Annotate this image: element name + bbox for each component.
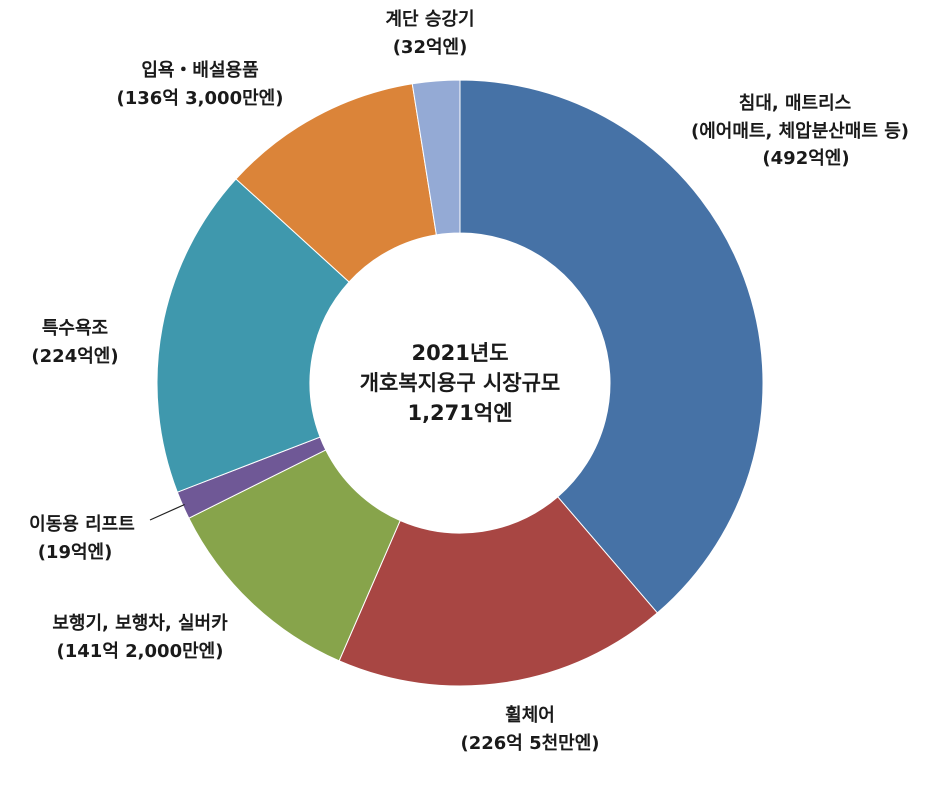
label-line: 보행기, 보행차, 실버카 [52,613,228,634]
slice-stair-lift [411,79,461,236]
label-bed-mattress: 침대, 매트리스 (에어매트, 체압분산매트 등) (492억엔) [691,93,909,169]
label-line: 계단 승강기 [385,9,474,30]
leader-line-transfer-lift [149,503,185,521]
slice-special-bathtub [156,178,350,493]
label-value: (224억엔) [31,346,118,367]
label-line: 이동용 리프트 [29,514,135,535]
slice-bed-mattress [459,79,764,614]
label-value: (226억 5천만엔) [460,733,599,754]
label-walker: 보행기, 보행차, 실버카 (141억 2,000만엔) [52,613,228,662]
label-line: 입욕・배설용품 [141,59,258,81]
label-special-bathtub: 특수욕조 (224억엔) [31,318,118,367]
label-line: 침대, 매트리스 [739,93,851,114]
label-value: (19억엔) [38,542,113,563]
label-wheelchair: 휠체어 (226억 5천만엔) [460,705,599,754]
chart-slices [156,79,764,687]
slice-bath-toilet [235,83,437,283]
center-line-2: 개호복지용구 시장규모 [360,371,561,395]
label-bath-toilet: 입욕・배설용품 (136억 3,000만엔) [117,59,284,109]
label-value: (141억 2,000만엔) [57,641,224,662]
label-value: (32억엔) [393,37,468,58]
label-line: 휠체어 [505,705,555,726]
label-value: (492억엔) [762,148,849,169]
label-value: (136억 3,000만엔) [117,88,284,109]
label-transfer-lift: 이동용 리프트 (19억엔) [29,514,135,563]
label-stair-lift: 계단 승강기 (32억엔) [385,9,474,58]
leader-lines [149,503,185,521]
center-line-1: 2021년도 [411,341,508,365]
slice-wheelchair [338,496,659,687]
label-line: (에어매트, 체압분산매트 등) [691,121,909,142]
label-line: 특수욕조 [42,318,108,339]
center-line-3: 1,271억엔 [407,401,512,425]
